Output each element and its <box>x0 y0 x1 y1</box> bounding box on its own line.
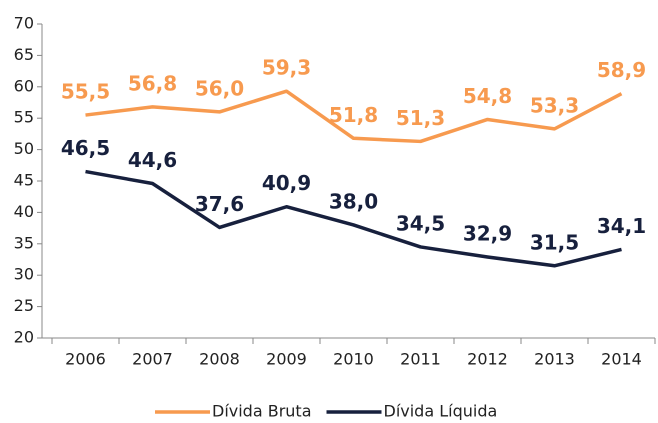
data-label: 32,9 <box>463 221 512 245</box>
data-label: 46,5 <box>61 136 110 160</box>
x-tick-label: 2010 <box>333 350 374 369</box>
data-label: 37,6 <box>195 192 244 216</box>
line <box>85 169 622 268</box>
x-tick-label: 2013 <box>534 350 575 369</box>
x-tick-label: 2011 <box>400 350 441 369</box>
y-tick-label: 20 <box>14 328 34 347</box>
data-label: 40,9 <box>262 171 311 195</box>
data-label: 55,5 <box>61 80 110 104</box>
data-label: 51,3 <box>396 106 445 130</box>
legend-label: Dívida Líquida <box>384 402 498 421</box>
y-tick-label: 50 <box>14 139 34 158</box>
y-tick-label: 40 <box>14 202 34 221</box>
data-label: 53,3 <box>530 93 579 117</box>
data-label: 34,5 <box>396 211 445 235</box>
data-label: 59,3 <box>262 56 311 80</box>
y-tick-label: 45 <box>14 171 34 190</box>
data-label: 56,0 <box>195 76 244 100</box>
legend-label: Dívida Bruta <box>212 402 312 421</box>
line <box>85 89 623 144</box>
y-tick-label: 70 <box>14 14 34 33</box>
data-label: 56,8 <box>128 71 177 95</box>
data-label: 34,1 <box>597 214 646 238</box>
x-tick-label: 2014 <box>601 350 642 369</box>
data-label: 58,9 <box>597 58 646 82</box>
y-tick-label: 60 <box>14 76 34 95</box>
y-tick-label: 65 <box>14 45 34 64</box>
data-label: 44,6 <box>128 148 177 172</box>
x-tick-label: 2012 <box>467 350 508 369</box>
y-tick-label: 30 <box>14 265 34 284</box>
x-tick-label: 2008 <box>199 350 240 369</box>
x-tick-label: 2007 <box>132 350 173 369</box>
y-tick-label: 55 <box>14 108 34 127</box>
data-label: 51,8 <box>329 103 378 127</box>
x-tick-label: 2006 <box>65 350 106 369</box>
y-tick-label: 25 <box>14 296 34 315</box>
data-label: 38,0 <box>329 189 378 213</box>
data-label: 54,8 <box>463 84 512 108</box>
data-label: 31,5 <box>530 230 579 254</box>
y-tick-label: 35 <box>14 233 34 252</box>
x-tick-label: 2009 <box>266 350 307 369</box>
